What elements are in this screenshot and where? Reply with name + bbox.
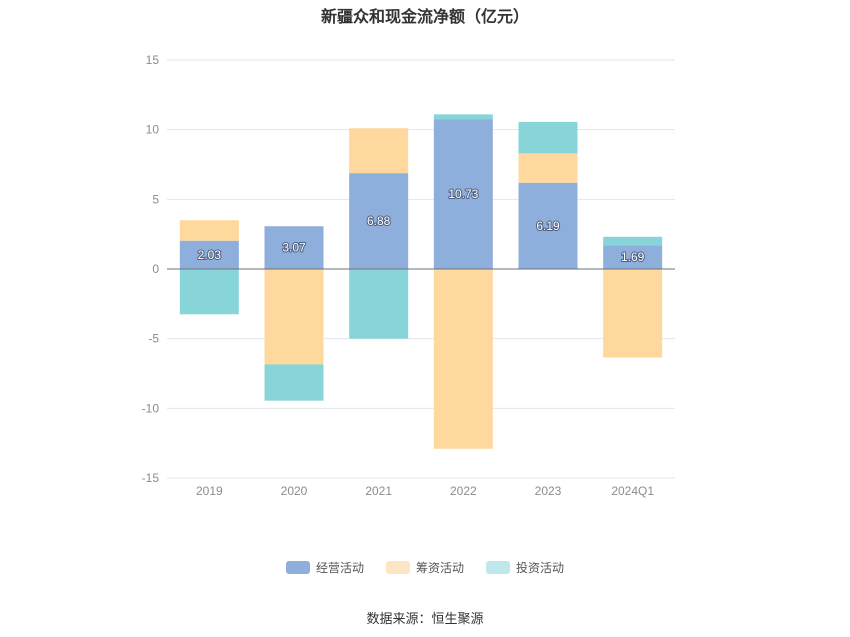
chart-legend: 经营活动 筹资活动 投资活动 <box>0 559 850 576</box>
legend-label: 投资活动 <box>516 561 565 575</box>
bar-1 <box>518 182 578 269</box>
legend-item[interactable]: 投资活动 <box>486 559 564 576</box>
bar-3 <box>179 269 239 315</box>
legend-label: 筹资活动 <box>415 561 464 575</box>
data-label: 1.69 <box>621 250 645 264</box>
y-tick-label: -5 <box>148 332 159 346</box>
bar-2 <box>179 220 239 241</box>
chart-title: 新疆众和现金流净额（亿元） <box>320 9 529 26</box>
bar-1 <box>179 240 239 269</box>
legend-label: 经营活动 <box>315 561 364 575</box>
x-tick-label: 2020 <box>281 484 308 498</box>
bar-1 <box>264 226 324 269</box>
data-label: 3.07 <box>282 241 306 255</box>
y-tick-label: 10 <box>146 123 160 137</box>
bar-3 <box>349 269 409 339</box>
bar-2 <box>518 153 578 183</box>
bar-2 <box>603 269 663 358</box>
y-tick-label: -10 <box>142 401 160 415</box>
legend-swatch <box>285 561 310 574</box>
legend-item[interactable]: 经营活动 <box>285 559 364 576</box>
bar-1 <box>349 173 409 269</box>
legend-item[interactable]: 筹资活动 <box>385 559 464 576</box>
x-tick-label: 2019 <box>196 484 223 498</box>
x-tick-label: 2022 <box>450 484 477 498</box>
y-tick-label: -15 <box>142 471 160 485</box>
source-note: 数据来源：恒生聚源 <box>366 611 484 626</box>
y-tick-label: 15 <box>146 53 160 67</box>
bar-1 <box>433 119 493 269</box>
x-tick-label: 2023 <box>535 484 562 498</box>
bar-1 <box>603 245 663 269</box>
bar-3 <box>518 122 578 154</box>
bar-2 <box>433 269 493 449</box>
bar-2 <box>264 269 324 365</box>
bar-3 <box>264 364 324 401</box>
x-tick-label: 2021 <box>365 484 392 498</box>
bar-2 <box>349 128 409 174</box>
data-label: 6.88 <box>367 214 391 228</box>
legend-swatch <box>486 561 510 574</box>
x-tick-label: 2024Q1 <box>611 484 654 498</box>
data-label: 6.19 <box>536 219 560 233</box>
data-label: 10.73 <box>448 187 478 201</box>
legend-swatch <box>385 561 410 574</box>
bar-3 <box>603 236 663 246</box>
bar-3 <box>433 114 493 120</box>
y-tick-label: 5 <box>152 192 159 206</box>
y-tick-label: 0 <box>152 262 159 276</box>
data-label: 2.03 <box>198 248 222 262</box>
